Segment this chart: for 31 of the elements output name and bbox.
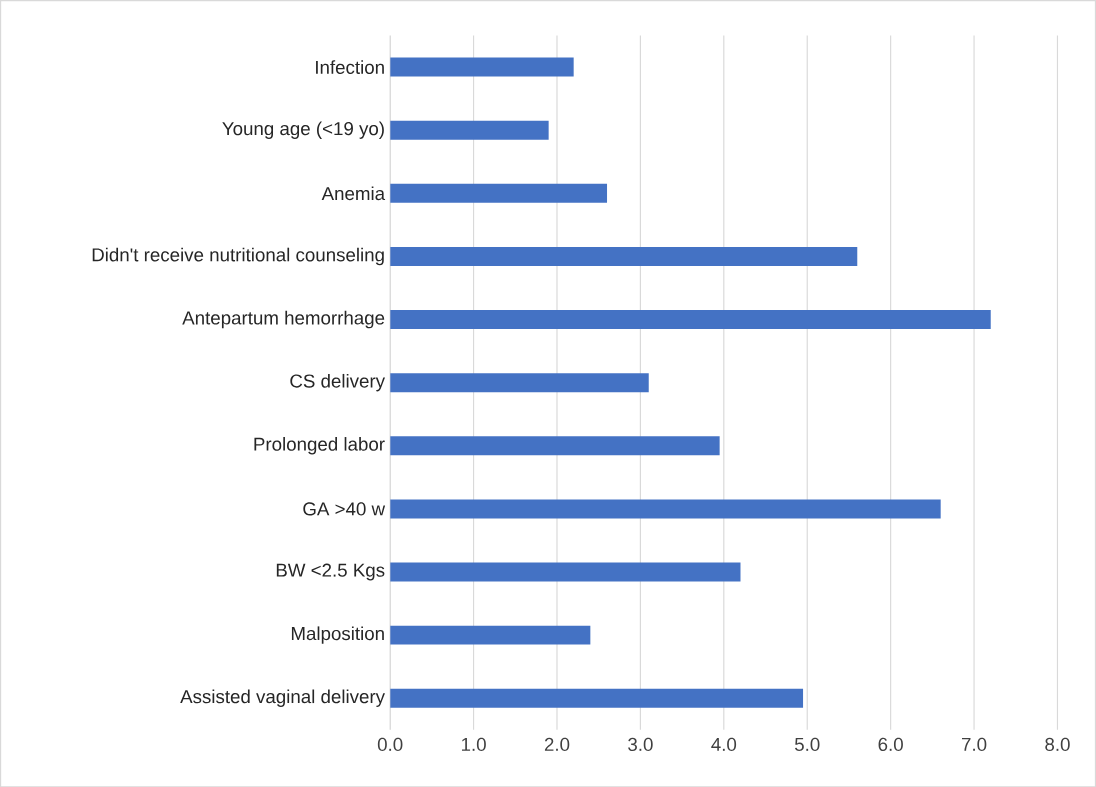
y-tick-label: Malposition (291, 626, 384, 644)
bar (390, 625, 591, 645)
bar (390, 183, 608, 203)
x-tick-label: 2.0 (544, 737, 570, 751)
y-tick-label: Infection (316, 60, 384, 74)
bar (390, 688, 804, 708)
x-tick-label: 8.0 (1045, 737, 1070, 751)
bar (390, 309, 991, 329)
bar (390, 562, 741, 582)
x-tick-label: 0.0 (377, 737, 403, 751)
bar (390, 246, 858, 266)
x-tick-label: 7.0 (962, 737, 987, 751)
y-tick-label: CS delivery (290, 373, 386, 392)
y-tick-label: Anemia (321, 186, 386, 201)
bar (390, 499, 941, 519)
y-tick-label: Prolonged labor (254, 436, 385, 455)
bar (390, 57, 574, 77)
y-tick-label: Antepartum hemorrhage (182, 310, 385, 329)
x-tick-label: 6.0 (878, 737, 903, 751)
y-tick-label: BW <2.5 Kgs (276, 563, 385, 581)
y-tick-label: Didn't receive nutritional counseling (92, 247, 384, 265)
y-tick-label: Assisted vaginal delivery (180, 689, 385, 707)
x-tick-label: 5.0 (794, 737, 820, 751)
y-tick-label: Young age (<19 yo) (222, 121, 384, 139)
bar (390, 373, 649, 392)
bar (390, 436, 720, 456)
bar (390, 120, 549, 140)
x-tick-label: 1.0 (461, 737, 486, 751)
y-tick-label: GA >40 w (303, 502, 386, 516)
x-tick-label: 4.0 (711, 737, 737, 751)
x-tick-label: 3.0 (628, 737, 653, 751)
